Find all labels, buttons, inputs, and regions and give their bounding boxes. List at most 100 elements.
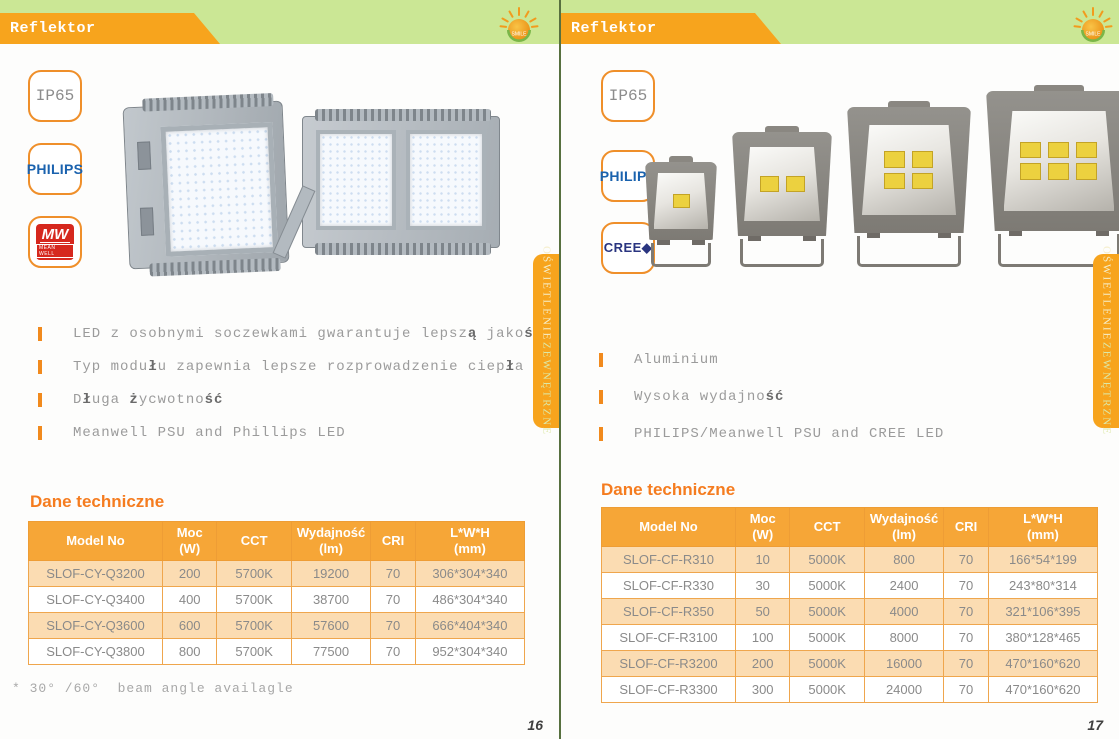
led-chip <box>1048 141 1070 159</box>
meanwell-mw-text: MW <box>39 225 71 243</box>
page-16: Reflektor SM <box>0 0 559 739</box>
table-cell: SLOF-CF-R330 <box>601 572 736 599</box>
feature-item: Wysoka wydajność <box>599 389 944 405</box>
bullet-marker <box>599 427 603 441</box>
table-row: SLOF-CY-Q3400 400 5700K 38700 70 486*304*340 <box>28 586 526 613</box>
table-cell: 400 <box>161 586 218 613</box>
table-cell: 166*54*199 <box>987 546 1099 573</box>
feature-item: Długa życwotność <box>38 392 543 408</box>
spec-table: Model No Moc (W) CCT Wydajność (lm) CRI L*… <box>28 521 526 665</box>
floodlight-50w <box>847 101 971 267</box>
hinge-clamp <box>139 207 155 236</box>
table-cell: 5000K <box>789 650 865 677</box>
table-row: SLOF-CF-R310 10 5000K 800 70 166*54*199 <box>601 546 1099 573</box>
page-divider <box>559 0 561 739</box>
table-cell: 380*128*465 <box>987 624 1099 651</box>
feet <box>656 239 706 245</box>
floodlight-photo-square <box>122 100 290 270</box>
table-cell: 486*304*340 <box>414 586 526 613</box>
floodlight-10w <box>645 156 717 267</box>
ip65-label: IP65 <box>608 87 648 105</box>
reflector-glass <box>1003 110 1115 212</box>
led-chip <box>1020 163 1042 181</box>
table-cell: 800 <box>161 638 218 665</box>
table-cell: 2400 <box>863 572 945 599</box>
page-17: Reflektor SM <box>561 0 1119 739</box>
spec-table-body: SLOF-CY-Q3200 200 5700K 19200 70 306*304*340 S… <box>28 560 526 665</box>
table-row: SLOF-CF-R3300 300 5000K 24000 70 470*160*620 <box>601 676 1099 703</box>
section-side-tab: OŚWIETLENIE ZEWNĘTRZNE <box>533 246 559 436</box>
led-chips <box>884 150 934 190</box>
feature-item: Typ modułu zapewnia lepsze rozprowadzeni… <box>38 359 543 375</box>
table-cell: 70 <box>370 612 416 639</box>
table-cell: 70 <box>370 586 416 613</box>
floodlight-photo-wide <box>272 109 500 259</box>
table-cell: 200 <box>734 650 791 677</box>
bullet-marker <box>38 360 42 374</box>
led-panel <box>406 130 486 230</box>
handle <box>765 126 799 133</box>
feature-text: Aluminium <box>634 352 719 368</box>
feature-text: Typ modułu zapewnia lepsze rozprowadzeni… <box>73 359 525 375</box>
table-cell: 70 <box>943 572 989 599</box>
header-row: Model No Moc (W) CCT Wydajność (lm) CRI L*… <box>601 507 1099 547</box>
table-cell: SLOF-CY-Q3400 <box>28 586 163 613</box>
led-chip <box>759 176 779 192</box>
led-chip <box>912 172 934 190</box>
led-chip <box>672 194 690 208</box>
floodlight-30w <box>732 126 832 267</box>
ip65-label: IP65 <box>35 87 75 105</box>
col-lwh: L*W*H (mm) <box>987 507 1099 547</box>
table-cell: 70 <box>943 598 989 625</box>
side-tab-line2: ZEWNĘTRZNE <box>1100 341 1113 436</box>
feet <box>748 235 816 241</box>
led-chips <box>672 194 690 208</box>
spec-table-head: Model No Moc (W) CCT Wydajność (lm) CRI L*… <box>601 507 1099 547</box>
smile-sun-logo: SMILE <box>1073 7 1113 42</box>
side-tab-line1: OŚWIETLENIE <box>540 246 553 342</box>
handle <box>1034 85 1084 92</box>
table-cell: 5000K <box>789 624 865 651</box>
feature-text: Meanwell PSU and Phillips LED <box>73 425 346 441</box>
col-cct: CCT <box>789 507 865 547</box>
page-number: 17 <box>1087 717 1103 733</box>
bullet-marker <box>599 390 603 404</box>
spec-table-body: SLOF-CF-R310 10 5000K 800 70 166*54*199 SLOF-C… <box>601 546 1099 703</box>
mounting-bracket <box>740 239 824 267</box>
philips-logo-badge: PHILIPS <box>600 150 656 202</box>
led-chips <box>759 176 805 192</box>
table-cell: 4000 <box>863 598 945 625</box>
table-cell: 5700K <box>216 612 292 639</box>
col-wydajnosc: Wydajność (lm) <box>863 507 945 547</box>
feet <box>1009 230 1109 236</box>
mounting-bracket <box>650 243 712 267</box>
table-cell: 952*304*340 <box>414 638 526 665</box>
header-row: Model No Moc (W) CCT Wydajność (lm) CRI L*… <box>28 521 526 561</box>
section-title: Dane techniczne <box>30 492 165 511</box>
feature-text: PHILIPS/Meanwell PSU and CREE LED <box>634 426 945 442</box>
table-cell: SLOF-CY-Q3600 <box>28 612 163 639</box>
table-cell: 5700K <box>216 586 292 613</box>
sun-logo-text: SMILE <box>1085 32 1101 38</box>
floodlight-body <box>645 162 717 240</box>
table-cell: 306*304*340 <box>414 560 526 587</box>
sun-green-arc <box>507 29 531 42</box>
table-row: SLOF-CF-R3200 200 5000K 16000 70 470*160*620 <box>601 650 1099 677</box>
table-cell: 600 <box>161 612 218 639</box>
page-header: Reflektor SM <box>0 0 559 44</box>
sun-circle <box>1082 19 1104 41</box>
section-side-tab: OŚWIETLENIE ZEWNĘTRZNE <box>1093 246 1119 436</box>
table-cell: 57600 <box>290 612 372 639</box>
ip65-badge: IP65 <box>601 70 655 122</box>
table-cell: 70 <box>370 638 416 665</box>
table-cell: 5000K <box>789 572 865 599</box>
side-tab-line2: ZEWNĘTRZNE <box>540 341 553 436</box>
smile-sun-logo: SMILE <box>499 7 539 42</box>
meanwell-sub-text: MEAN WELL <box>36 243 74 258</box>
handle <box>887 101 931 108</box>
floodlight-body <box>847 107 971 233</box>
col-model-no: Model No <box>28 521 163 561</box>
header-banner: Reflektor <box>561 13 781 44</box>
table-cell: SLOF-CF-R3300 <box>601 676 736 703</box>
section-title: Dane techniczne <box>601 480 736 499</box>
